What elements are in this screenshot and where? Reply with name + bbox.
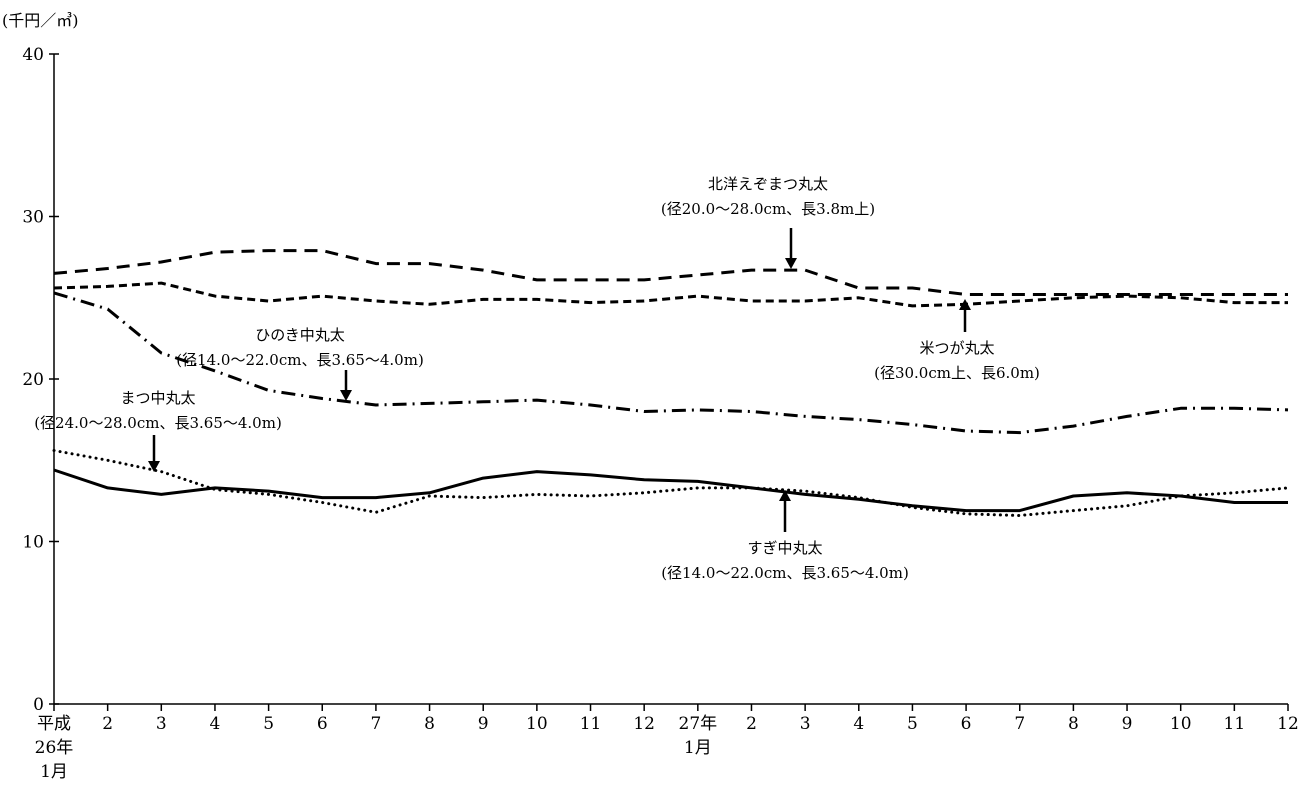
y-unit-label: (千円／㎥) (2, 11, 79, 30)
series-spec-label: (径30.0cm上、長6.0m) (874, 364, 1040, 382)
arrow-head-icon (779, 490, 791, 501)
series-line (53, 249, 1288, 296)
x-tick-label: 1月 (684, 738, 712, 758)
x-tick-label: 2 (102, 714, 113, 734)
x-ticks: 平成 26年 1月 2 3 4 5 6 7 8 9 10 11 12 27年 1月 2 3 4 5 6 7 8 9 10 11 12 (35, 704, 1299, 782)
series-line (53, 281, 1288, 308)
y-tick-label: 20 (22, 370, 44, 390)
x-tick-label: 平成 (37, 714, 71, 734)
x-tick-label: 3 (800, 714, 811, 734)
x-tick-label: 26年 (35, 738, 74, 758)
arrow-head-icon (340, 390, 352, 401)
x-tick-label: 12 (633, 714, 655, 734)
x-tick-label: 2 (746, 714, 757, 734)
series-name-label: すぎ中丸太 (747, 539, 822, 557)
x-tick-label: 5 (263, 714, 274, 734)
series-lines (52, 249, 1290, 517)
x-tick-label: 9 (478, 714, 489, 734)
series-line (52, 449, 1290, 517)
y-tick-label: 30 (22, 208, 44, 228)
x-tick-label: 8 (1068, 714, 1079, 734)
series-name-label: まつ中丸太 (120, 389, 195, 407)
x-tick-label: 8 (424, 714, 435, 734)
series-annotations: すぎ中丸太 (径14.0～22.0cm、長3.65～4.0m) まつ中丸太 (径24.… (34, 175, 1040, 582)
arrow-head-icon (148, 461, 160, 472)
x-tick-label: 7 (1014, 714, 1025, 734)
x-tick-label: 10 (526, 714, 548, 734)
series-spec-label: (径24.0～28.0cm、長3.65～4.0m) (34, 414, 282, 432)
series-name-label: 米つが丸太 (919, 339, 994, 357)
arrow-head-icon (785, 258, 797, 269)
x-tick-label: 7 (370, 714, 381, 734)
series-spec-label: (径20.0～28.0cm、長3.8m上) (661, 200, 875, 218)
series-spec-label: (径14.0～22.0cm、長3.65～4.0m) (176, 351, 424, 369)
x-tick-label: 12 (1277, 714, 1299, 734)
x-tick-label: 10 (1170, 714, 1192, 734)
x-tick-label: 27年 (679, 714, 718, 734)
series-name-label: ひのき中丸太 (255, 326, 345, 344)
y-tick-label: 10 (22, 533, 44, 553)
x-tick-label: 1月 (40, 762, 68, 782)
arrow-head-icon (959, 299, 971, 310)
x-tick-label: 6 (317, 714, 328, 734)
series-line (53, 468, 1288, 513)
x-tick-label: 4 (210, 714, 221, 734)
x-tick-label: 3 (156, 714, 167, 734)
series-line (53, 291, 1289, 435)
x-tick-label: 11 (580, 714, 602, 734)
y-tick-label: 40 (22, 45, 44, 65)
y-ticks: 0 10 20 30 40 (22, 45, 59, 715)
x-tick-label: 5 (907, 714, 918, 734)
x-tick-label: 11 (1224, 714, 1246, 734)
x-tick-label: 9 (1122, 714, 1133, 734)
x-tick-label: 6 (961, 714, 972, 734)
x-tick-label: 4 (853, 714, 864, 734)
y-tick-label: 0 (33, 695, 44, 715)
series-spec-label: (径14.0～22.0cm、長3.65～4.0m) (661, 564, 909, 582)
series-name-label: 北洋えぞまつ丸太 (708, 175, 828, 193)
